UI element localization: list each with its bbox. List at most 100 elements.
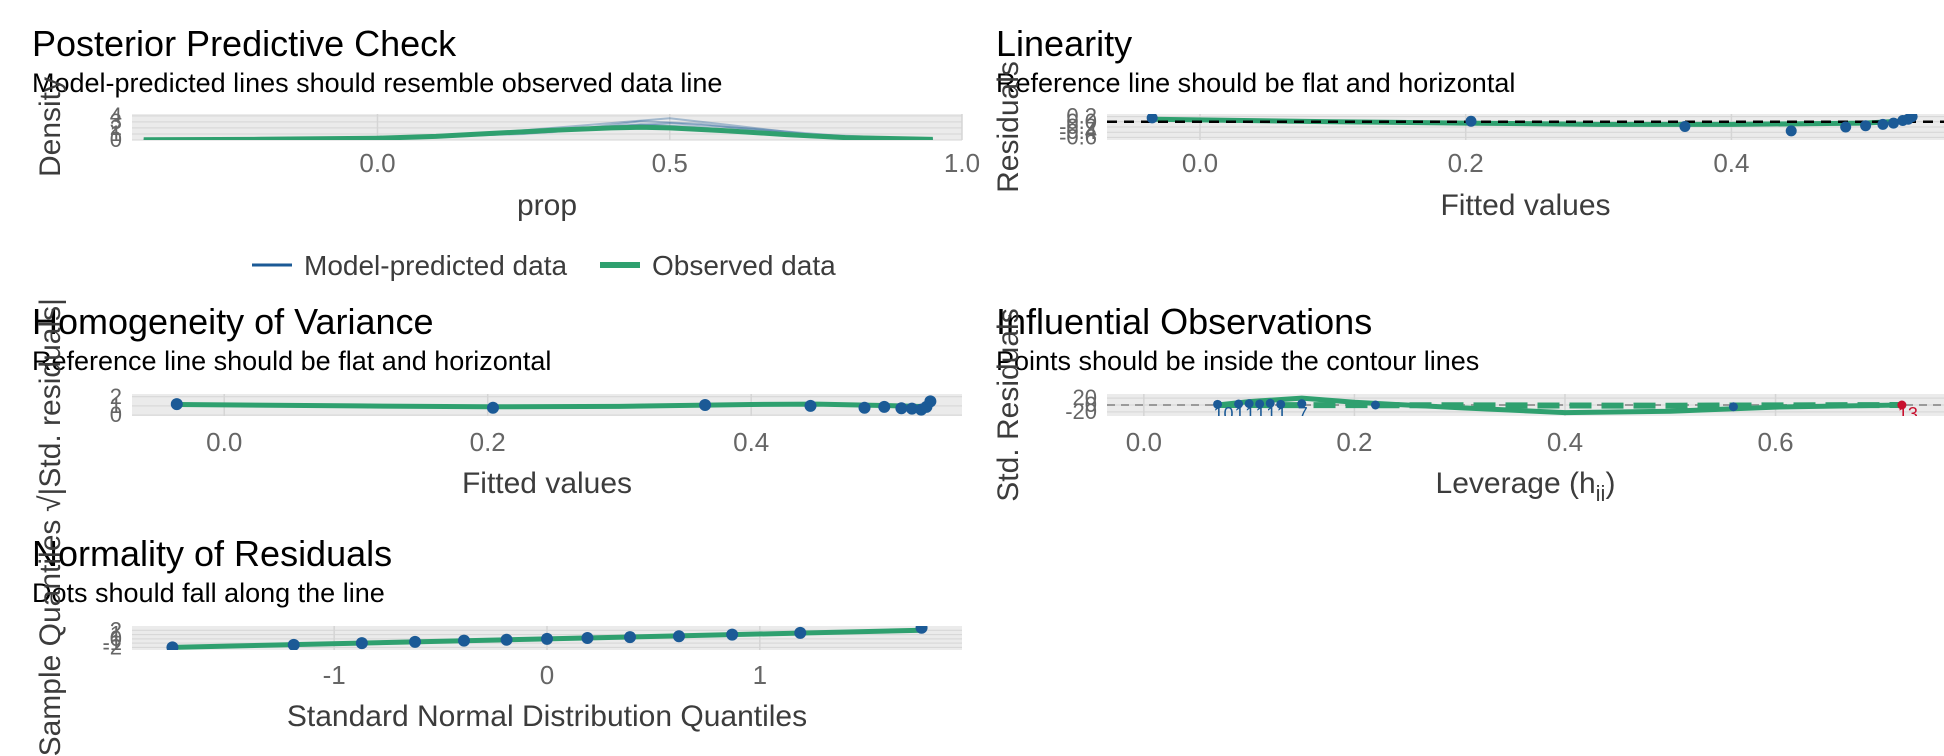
ppc-subtitle: Model-predicted lines should resemble ob… <box>32 68 722 98</box>
homogeneity-point <box>905 402 918 415</box>
homogeneity-ytick-label: 0 <box>110 402 122 427</box>
influential-marks: 10 1 1 1 1 1 7 13 <box>1107 395 1944 424</box>
homogeneity-point <box>895 402 908 415</box>
influential-point-label: 1 <box>1266 404 1276 424</box>
homogeneity-xtick-label: 0.0 <box>206 427 242 457</box>
influential-point-label: 1 <box>1235 404 1245 424</box>
influential-panel: Influential Observations Points should be… <box>992 301 1944 506</box>
influential-xtick-label: 0.4 <box>1547 427 1583 457</box>
influential-point <box>1265 398 1275 408</box>
influential-point-label: 7 <box>1298 404 1308 424</box>
observed-line <box>143 124 933 140</box>
linearity-xtick-label: 0.4 <box>1713 148 1749 178</box>
linearity-panel: Linearity Reference line should be flat a… <box>992 23 1944 222</box>
normality-xtick-label: 0 <box>540 660 554 690</box>
influential-ytick-label: 20 <box>1073 385 1097 410</box>
qq-point <box>581 632 594 644</box>
ppc-ytick-label: 2 <box>110 115 122 140</box>
influential-point <box>1728 402 1738 412</box>
homogeneity-marks <box>170 395 937 416</box>
normality-ytick-label: -1 <box>102 630 122 655</box>
influential-xtick-label: 0.6 <box>1757 427 1793 457</box>
homogeneity-point <box>924 395 937 408</box>
homogeneity-ytick-label: 2 <box>110 384 122 409</box>
influential-ytick-label: -20 <box>1065 399 1097 424</box>
qq-point <box>409 635 422 648</box>
homogeneity-point <box>170 398 183 411</box>
normality-title: Normality of Residuals <box>32 533 392 574</box>
normality-xtick-label: 1 <box>753 660 767 690</box>
normality-ytick-label: 1 <box>110 622 122 647</box>
normality-panel: Normality of Residuals Dots should fall a… <box>32 520 962 756</box>
influential-point <box>1234 399 1244 409</box>
legend-model-label: Model-predicted data <box>304 250 567 281</box>
ppc-xtick-label: 0.0 <box>359 148 395 178</box>
influential-point-label: 10 <box>1214 404 1234 424</box>
qq-point <box>672 630 685 643</box>
normality-marks <box>166 626 928 650</box>
homogeneity-xtick-label: 0.4 <box>733 427 769 457</box>
ppc-ytick-label: 3 <box>110 109 122 134</box>
homogeneity-point <box>486 401 499 414</box>
normality-ytick-label: -2 <box>102 634 122 659</box>
linearity-point <box>1146 114 1158 124</box>
influential-smooth-line <box>1217 395 1902 416</box>
influential-subtitle: Points should be inside the contour line… <box>996 346 1479 376</box>
ppc-ytick-label: 0 <box>110 127 122 152</box>
influential-point <box>1297 399 1307 409</box>
linearity-xlabel: Fitted values <box>1440 189 1610 222</box>
qq-point <box>541 632 553 645</box>
influential-point <box>1255 399 1265 409</box>
qq-point <box>355 637 368 650</box>
ppc-panel: Posterior Predictive Check Model-predicte… <box>32 23 980 281</box>
homogeneity-subtitle: Reference line should be flat and horizo… <box>32 346 551 376</box>
qq-point <box>287 638 300 650</box>
normality-ytick-label: 2 <box>110 617 122 642</box>
linearity-point <box>1877 118 1889 130</box>
qq-point <box>915 626 928 634</box>
linearity-point <box>1840 121 1852 133</box>
linearity-point <box>1906 114 1918 123</box>
normality-subtitle: Dots should fall along the line <box>32 578 385 608</box>
influential-point-label: 1 <box>1245 404 1255 424</box>
influential-xtick-label: 0.2 <box>1336 427 1372 457</box>
linearity-ytick-label: -0.2 <box>1059 114 1097 139</box>
homogeneity-point <box>878 400 891 413</box>
qq-point <box>458 634 470 647</box>
linearity-point <box>1860 120 1872 132</box>
normality-ytick-label: 0 <box>110 626 122 651</box>
linearity-subtitle: Reference line should be flat and horizo… <box>996 68 1515 98</box>
linearity-ytick-label: -0.4 <box>1059 119 1097 144</box>
influential-point-label: 1 <box>1277 404 1287 424</box>
normality-xlabel: Standard Normal Distribution Quantiles <box>287 700 807 733</box>
influential-title: Influential Observations <box>996 301 1372 342</box>
normality-ylabel: Sample Quantiles <box>34 520 67 756</box>
ppc-xlabel: prop <box>517 189 577 222</box>
linearity-marks <box>1107 114 1944 137</box>
ppc-marks <box>143 117 933 140</box>
homogeneity-xlabel: Fitted values <box>462 467 632 500</box>
homogeneity-smooth-line <box>176 401 931 410</box>
linearity-point <box>1679 120 1691 132</box>
influential-xtick-label: 0.0 <box>1126 427 1162 457</box>
homogeneity-point <box>858 401 871 414</box>
ppc-xtick-label: 1.0 <box>944 148 980 178</box>
homogeneity-point <box>804 399 817 412</box>
homogeneity-xtick-label: 0.2 <box>470 427 506 457</box>
qq-point <box>500 633 513 646</box>
influential-point <box>1213 399 1223 409</box>
qq-point <box>166 641 179 650</box>
qq-point <box>624 631 636 644</box>
homogeneity-point <box>699 399 712 411</box>
influential-point <box>1244 399 1254 409</box>
linearity-ytick-label: 0.2 <box>1066 104 1097 129</box>
qq-point <box>794 626 807 639</box>
normality-xtick-label: -1 <box>323 660 346 690</box>
homogeneity-ytick-label: 1 <box>110 393 122 418</box>
influential-ylabel: Std. Residuals <box>992 308 1025 501</box>
linearity-xtick-label: 0.0 <box>1182 148 1218 178</box>
linearity-point <box>1785 125 1797 137</box>
qq-point <box>726 628 739 641</box>
influential-point-label: 1 <box>1256 404 1266 424</box>
